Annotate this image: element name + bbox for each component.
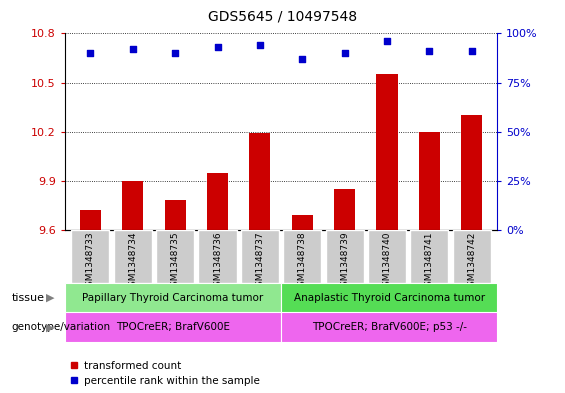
Bar [207,173,228,230]
Point [425,48,434,54]
Text: tissue: tissue [11,293,44,303]
Text: TPOCreER; BrafV600E; p53 -/-: TPOCreER; BrafV600E; p53 -/- [312,322,467,332]
Bar [453,230,491,283]
Text: GSM1348736: GSM1348736 [213,231,222,292]
Bar [334,189,355,230]
Bar [80,210,101,230]
Text: GSM1348740: GSM1348740 [383,231,392,292]
Text: GSM1348739: GSM1348739 [340,231,349,292]
Text: TPOCreER; BrafV600E: TPOCreER; BrafV600E [116,322,230,332]
Bar [156,230,194,283]
Bar [281,283,497,312]
Legend: transformed count, percentile rank within the sample: transformed count, percentile rank withi… [70,361,259,386]
Bar [65,312,281,342]
Text: genotype/variation: genotype/variation [11,322,110,332]
Bar [71,230,110,283]
Text: GSM1348741: GSM1348741 [425,231,434,292]
Text: GSM1348737: GSM1348737 [255,231,264,292]
Bar [325,230,364,283]
Bar [241,230,279,283]
Text: Anaplastic Thyroid Carcinoma tumor: Anaplastic Thyroid Carcinoma tumor [294,293,485,303]
Point [467,48,476,54]
Point [340,50,349,56]
Bar [376,74,398,230]
Bar [292,215,313,230]
Text: GSM1348733: GSM1348733 [86,231,95,292]
Text: Papillary Thyroid Carcinoma tumor: Papillary Thyroid Carcinoma tumor [82,293,264,303]
Point [255,42,264,48]
Point [383,38,392,44]
Text: ▶: ▶ [45,293,54,303]
Text: GSM1348734: GSM1348734 [128,231,137,292]
Bar [281,312,497,342]
Bar [368,230,406,283]
Bar [198,230,237,283]
Bar [122,181,144,230]
Bar [114,230,152,283]
Bar [65,283,281,312]
Bar [419,132,440,230]
Point [171,50,180,56]
Text: ▶: ▶ [45,322,54,332]
Text: GDS5645 / 10497548: GDS5645 / 10497548 [208,10,357,24]
Text: GSM1348742: GSM1348742 [467,231,476,292]
Bar [461,115,483,230]
Point [86,50,95,56]
Bar [410,230,449,283]
Bar [283,230,321,283]
Point [128,46,137,52]
Text: GSM1348735: GSM1348735 [171,231,180,292]
Bar [164,200,186,230]
Bar [249,133,271,230]
Text: GSM1348738: GSM1348738 [298,231,307,292]
Point [213,44,222,50]
Point [298,56,307,62]
